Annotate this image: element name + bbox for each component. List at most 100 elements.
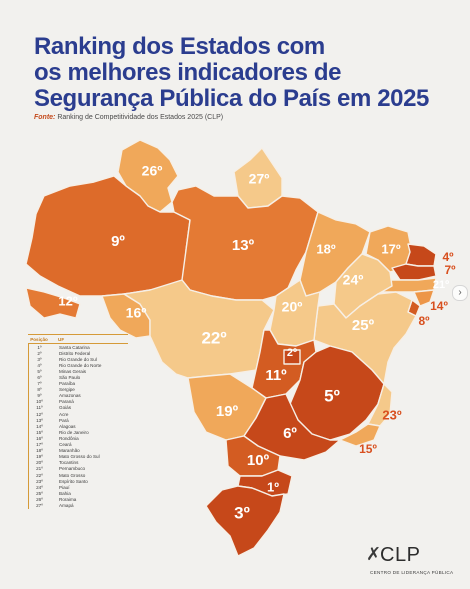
legend-row-position: 16º: [36, 435, 43, 441]
state-rs: [205, 485, 285, 557]
title-line-3: Segurança Pública do País em 2025: [34, 85, 429, 112]
state-pa: [171, 185, 319, 301]
rank-label-ce: 17º: [381, 241, 400, 256]
rank-label-rr: 26º: [142, 163, 163, 179]
state-ac: [25, 287, 81, 319]
state-rn: [405, 243, 437, 267]
legend-row-position: 19º: [36, 454, 43, 460]
rank-label-go: 11º: [265, 367, 287, 384]
rank-label-pb: 7º: [444, 263, 456, 277]
state-df: [283, 349, 301, 365]
legend-row-state: Santa Catarina: [59, 344, 90, 350]
legend-row: 19º Mato Grosso do Sul: [29, 454, 128, 460]
legend-row-state: Bahia: [59, 490, 71, 496]
legend-row-state: Piauí: [59, 484, 70, 490]
state-mt: [123, 279, 275, 379]
legend-header: Posição UF: [28, 334, 128, 344]
rank-label-sc: 1º: [267, 479, 279, 494]
legend-row: 7º Paraíba: [29, 381, 128, 387]
legend-row-position: 22º: [36, 472, 43, 478]
rank-label-ap: 27º: [249, 171, 270, 187]
legend-row-position: 7º: [37, 381, 42, 387]
legend-row-state: Sergipe: [59, 387, 75, 393]
legend-row-position: 18º: [36, 448, 43, 454]
rank-label-am: 9º: [111, 233, 125, 250]
legend-row-position: 23º: [36, 478, 43, 484]
source-label: Fonte:: [34, 114, 56, 121]
rank-label-pr: 10º: [247, 452, 270, 469]
rank-label-ro: 16º: [126, 305, 147, 321]
legend-row-position: 12º: [36, 411, 43, 417]
legend-row: 17º Ceará: [29, 442, 128, 448]
legend-row-position: 3º: [37, 356, 42, 362]
legend-row: 9º Amazonas: [29, 393, 128, 399]
rank-label-es: 23º: [382, 407, 401, 422]
legend-row-state: Tocantins: [59, 460, 79, 466]
title-line-1: Ranking dos Estados com: [34, 33, 325, 60]
rank-label-ba: 25º: [352, 317, 375, 334]
legend-row-position: 5º: [37, 368, 42, 374]
rank-label-pa: 13º: [232, 237, 255, 254]
legend-row-state: Goiás: [59, 405, 72, 411]
legend-row-position: 8º: [37, 387, 42, 393]
legend-header-uf: UF: [58, 336, 65, 342]
legend-row-position: 24º: [36, 484, 43, 490]
legend-row-position: 17º: [36, 442, 43, 448]
legend-row-state: Rio Grande do Sul: [59, 356, 97, 362]
legend-row-state: Alagoas: [59, 423, 76, 429]
legend-row: 11º Goiás: [29, 405, 128, 411]
legend-row-state: São Paulo: [59, 375, 81, 381]
legend-row-position: 21º: [36, 466, 43, 472]
rank-label-rj: 15º: [359, 442, 377, 456]
legend-row-state: Amapá: [59, 502, 74, 508]
rank-label-pi: 24º: [343, 272, 364, 288]
title-line-2: os melhores indicadores de: [34, 59, 342, 86]
legend-row: 23º Espírito Santo: [29, 478, 128, 484]
ranking-legend: Posição UF 1º Santa Catarina 2º Distrito Fe…: [28, 334, 128, 509]
rank-labels: 26º 27º 9º 13º 18º 17º 4º 7º 21º 14º 8º …: [58, 163, 456, 523]
legend-row-state: Ceará: [59, 442, 72, 448]
legend-row-state: Espírito Santo: [59, 478, 88, 484]
legend-row-state: Distrito Federal: [59, 350, 91, 356]
legend-row-state: Maranhão: [59, 448, 80, 454]
legend-row-state: Roraima: [59, 496, 77, 502]
rank-label-to: 20º: [282, 299, 303, 315]
legend-row: 8º Sergipe: [29, 387, 128, 393]
legend-row-position: 15º: [36, 429, 43, 435]
legend-row-position: 10º: [36, 399, 43, 405]
legend-row-state: Rio Grande do Norte: [59, 362, 102, 368]
page-title: Ranking dos Estados com os melhores indi…: [34, 34, 454, 112]
legend-row: 12º Acre: [29, 411, 128, 417]
legend-row: 1º Santa Catarina: [29, 344, 128, 350]
legend-row-position: 4º: [37, 362, 42, 368]
rank-label-mg: 5º: [324, 386, 340, 405]
clp-logo: ✗ CLP CENTRO DE LIDERANÇA PÚBLICA: [366, 544, 456, 578]
legend-row-position: 2º: [37, 350, 42, 356]
state-rj: [339, 423, 381, 447]
legend-rows: 1º Santa Catarina 2º Distrito Federal 3º Rio …: [28, 344, 128, 509]
legend-row-position: 26º: [36, 496, 43, 502]
rank-label-se: 8º: [418, 314, 430, 328]
legend-row: 13º Pará: [29, 417, 128, 423]
source-note: Fonte: Ranking de Competitividade dos Es…: [34, 114, 223, 121]
legend-row: 25º Bahia: [29, 490, 128, 496]
chevron-right-icon[interactable]: ›: [452, 285, 468, 301]
rank-label-sp: 6º: [283, 425, 297, 442]
legend-row-position: 20º: [36, 460, 43, 466]
legend-row-state: Rio de Janeiro: [59, 429, 89, 435]
state-pb: [391, 263, 437, 281]
rank-label-df: 2º: [287, 347, 297, 359]
legend-row-state: Paraíba: [59, 381, 76, 387]
legend-row-position: 6º: [37, 375, 42, 381]
legend-row: 2º Distrito Federal: [29, 350, 128, 356]
rank-label-al: 14º: [430, 299, 448, 313]
legend-row-position: 25º: [36, 490, 43, 496]
rank-label-pe: 21º: [433, 279, 449, 291]
legend-row: 26º Roraima: [29, 496, 128, 502]
legend-header-position: Posição: [30, 336, 48, 342]
legend-row: 3º Rio Grande do Sul: [29, 356, 128, 362]
legend-row-position: 14º: [36, 423, 43, 429]
rank-label-mt: 22º: [201, 328, 226, 347]
legend-row: 5º Minas Gerais: [29, 368, 128, 374]
